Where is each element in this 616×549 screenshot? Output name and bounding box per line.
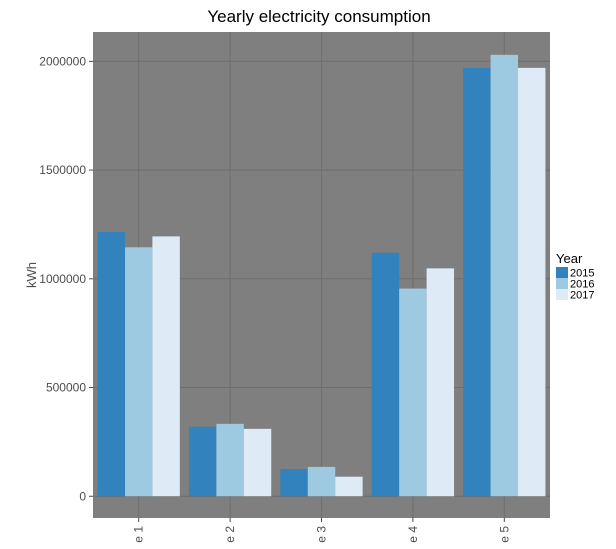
y-tick-label: 500000	[46, 381, 86, 395]
x-tick-label: e 5	[497, 526, 511, 543]
bar-2016	[124, 247, 153, 497]
bar-2017	[335, 476, 363, 497]
y-axis-label: kWh	[24, 262, 39, 288]
y-tick-label: 0	[79, 489, 86, 503]
legend-label: 2015	[570, 268, 594, 280]
bar-2017	[243, 428, 272, 497]
bar-2015	[280, 469, 308, 497]
x-tick-label: e 2	[223, 526, 237, 543]
y-tick-label: 1500000	[39, 163, 86, 177]
y-tick-label: 2000000	[39, 54, 86, 68]
bar-2015	[463, 67, 491, 497]
y-tick-label: 1000000	[39, 272, 86, 286]
bar-2017	[518, 67, 546, 497]
legend-key	[556, 267, 568, 278]
x-tick-label: e 1	[132, 526, 146, 543]
bar-2017	[426, 268, 455, 497]
bar-2016	[216, 423, 244, 497]
legend-label: 2016	[570, 279, 594, 291]
x-tick-label: e 4	[406, 526, 420, 543]
legend-key	[556, 278, 568, 289]
bars	[97, 54, 546, 497]
legend-key	[556, 289, 568, 300]
chart-title: Yearly electricity consumption	[207, 7, 430, 26]
y-axis: 0 500000 1000000 1500000 2000000	[39, 54, 93, 503]
bar-2016	[307, 466, 336, 497]
bar-2015	[97, 232, 125, 497]
bar-2015	[371, 252, 400, 497]
x-axis: e 1 e 2 e 3 e 4 e 5	[132, 518, 511, 543]
legend-label: 2017	[570, 290, 594, 302]
bar-2015	[188, 426, 217, 497]
bar-2016	[399, 288, 427, 497]
bar-2016	[490, 54, 519, 497]
legend-title: Year	[556, 251, 583, 266]
x-tick-label: e 3	[315, 526, 329, 543]
bar-2017	[152, 236, 180, 497]
